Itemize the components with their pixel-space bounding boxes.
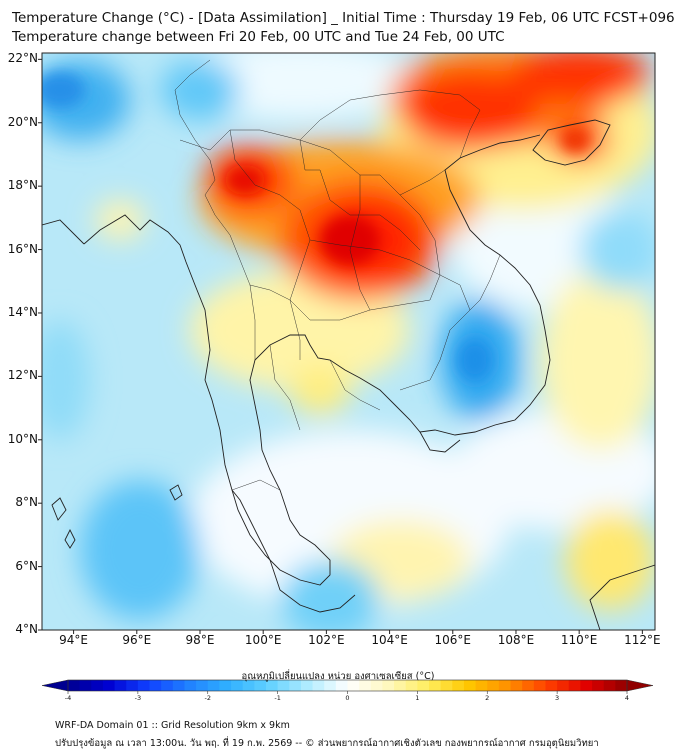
colorbar-cell: [429, 680, 442, 691]
colorbar-cell: [324, 680, 337, 691]
lat-label: 12°N: [7, 368, 38, 383]
colorbar-cell: [370, 680, 384, 691]
colorbar-cell: [545, 680, 558, 691]
colorbar-tick-label: -2: [204, 694, 211, 702]
colorbar-tick-label: 4: [624, 694, 630, 702]
colorbar-cell: [231, 680, 244, 691]
axis-ticks: [38, 58, 643, 634]
colorbar-cell: [102, 680, 116, 691]
lon-label: 108°E: [497, 633, 535, 647]
colorbar-cell: [184, 680, 197, 691]
colorbar-cell: [557, 680, 570, 691]
footer-model-info: WRF-DA Domain 01 :: Grid Resolution 9km …: [55, 720, 290, 731]
lon-label: 104°E: [371, 633, 408, 647]
lat-label: 8°N: [15, 495, 38, 510]
colorbar-cell: [405, 680, 418, 691]
colorbar-cell: [242, 680, 255, 691]
colorbar-cell: [91, 680, 104, 691]
colorbar-cell: [219, 680, 232, 691]
lon-label: 98°E: [185, 633, 215, 647]
coastlines: [42, 119, 611, 613]
colorbar-cell: [475, 680, 488, 691]
colorbar-cell: [137, 680, 151, 691]
colorbar-cell: [417, 680, 430, 691]
colorbar-cell: [79, 680, 92, 691]
colorbar-cell: [533, 680, 547, 691]
colorbar-cell: [172, 680, 186, 691]
colorbar-cell: [149, 680, 162, 691]
colorbar-cell: [568, 680, 582, 691]
colorbar-cell: [347, 680, 360, 691]
colorbar-cell: [161, 680, 174, 691]
lon-label: 94°E: [59, 633, 89, 647]
colorbar-cell: [580, 680, 593, 691]
colorbar-cell: [592, 680, 605, 691]
colorbar: [41, 679, 654, 694]
colorbar-cell: [207, 680, 220, 691]
colorbar-tick-label: -4: [64, 694, 72, 702]
colorbar-cell: [126, 680, 139, 691]
lat-label: 14°N: [7, 304, 38, 319]
colorbar-cell: [382, 680, 395, 691]
colorbar-tick-label: -3: [134, 694, 142, 702]
colorbar-cell: [510, 680, 523, 691]
colorbar-cell: [196, 680, 209, 691]
colorbar-title: อุณหภูมิเปลี่ยนแปลง หน่วย องศาเซลเซียส (…: [241, 671, 435, 682]
colorbar-tick-label: 0: [345, 694, 350, 702]
colorbar-tick-label: 2: [485, 694, 490, 702]
colorbar-cell: [463, 680, 477, 691]
colorbar-cell: [312, 680, 325, 691]
colorbar-cell: [277, 680, 290, 691]
lat-label: 18°N: [7, 178, 38, 193]
lon-label: 102°E: [308, 633, 345, 647]
lon-label: 106°E: [434, 633, 472, 647]
map-frame: [41, 52, 656, 631]
colorbar-cell: [452, 680, 465, 691]
colorbar-cell: [603, 680, 616, 691]
colorbar-tick-label: 1: [415, 694, 420, 702]
colorbar-cell: [487, 680, 500, 691]
colorbar-cell: [289, 680, 302, 691]
colorbar-cell: [265, 680, 279, 691]
lat-label: 22°N: [7, 51, 38, 66]
province-borders: [174, 59, 501, 491]
colorbar-tick-label: 3: [555, 694, 560, 702]
colorbar-cell: [394, 680, 407, 691]
lat-label: 20°N: [7, 114, 38, 129]
chart-title: Temperature Change (°C) - [Data Assimila…: [12, 10, 675, 26]
lon-label: 96°E: [122, 633, 152, 647]
lat-label: 16°N: [7, 241, 38, 256]
colorbar-cell: [440, 680, 453, 691]
chart-subtitle: Temperature change between Fri 20 Feb, 0…: [12, 29, 505, 45]
colorbar-cell: [254, 680, 267, 691]
temperature-field: [42, 53, 655, 630]
lon-label: 110°E: [560, 633, 598, 647]
colorbar-cell: [359, 680, 372, 691]
lat-label: 10°N: [7, 431, 38, 446]
lat-label: 6°N: [15, 558, 38, 573]
lon-label: 100°E: [244, 633, 282, 647]
colorbar-cell: [522, 680, 535, 691]
colorbar-tick-label: -1: [274, 694, 281, 702]
colorbar-cell: [498, 680, 512, 691]
lon-label: 112°E: [624, 633, 661, 647]
colorbar-cell: [114, 680, 127, 691]
lat-label: 4°N: [15, 622, 38, 636]
footer-credit: ปรับปรุงข้อมูล ณ เวลา 13:00น. วัน พฤ. ที…: [55, 738, 599, 749]
colorbar-cell: [68, 680, 81, 691]
colorbar-cell: [615, 680, 628, 691]
colorbar-cell: [335, 680, 349, 691]
colorbar-cell: [300, 680, 314, 691]
